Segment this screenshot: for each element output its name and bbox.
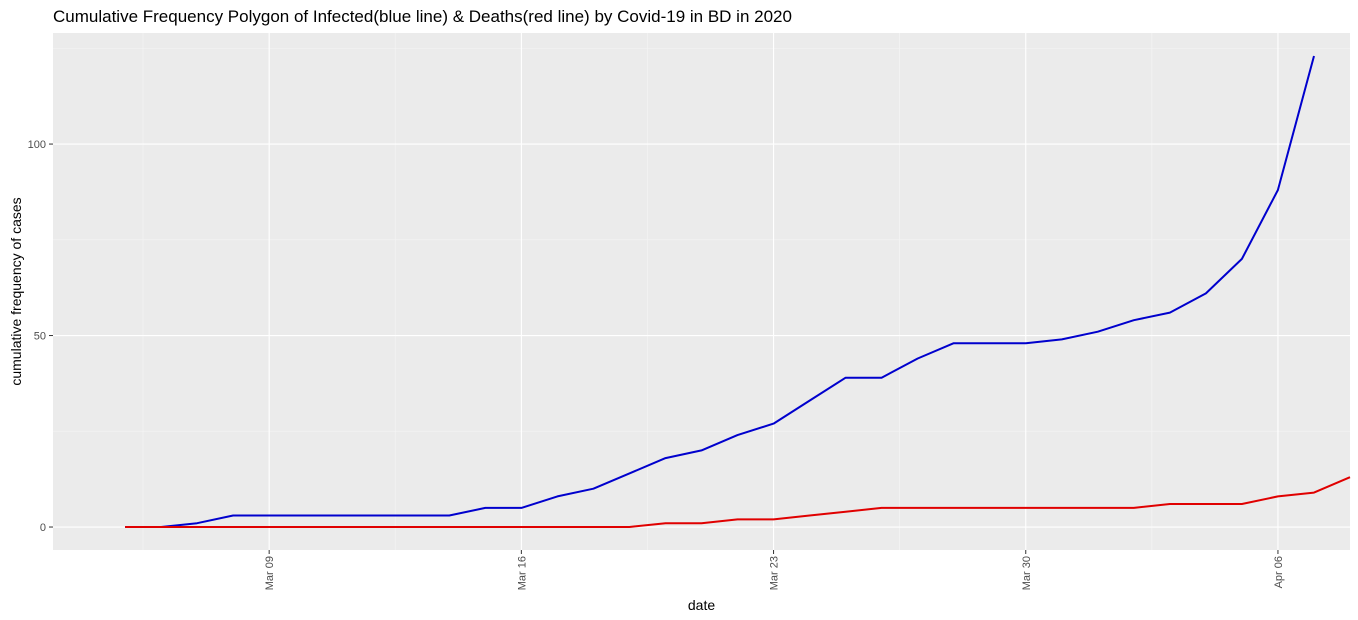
plot-panel: [53, 33, 1350, 550]
y-axis: 0 50 100: [28, 139, 53, 534]
y-tick-label: 0: [40, 522, 46, 534]
y-tick-label: 100: [28, 139, 46, 151]
x-tick-label: Mar 16: [516, 556, 528, 590]
x-tick-label: Mar 23: [769, 556, 781, 590]
x-tick-label: Mar 09: [264, 556, 276, 590]
chart-title: Cumulative Frequency Polygon of Infected…: [53, 7, 792, 26]
infected-series-line: [125, 55, 1315, 528]
x-axis: Mar 09 Mar 16 Mar 23 Mar 30 Apr 06: [264, 550, 1285, 590]
series-lines: [125, 55, 1351, 528]
x-tick-label: Apr 06: [1273, 556, 1285, 588]
major-gridlines: [53, 33, 1350, 550]
y-axis-title: cumulative frequency of cases: [8, 197, 24, 385]
x-tick-label: Mar 30: [1021, 556, 1033, 590]
y-tick-label: 50: [34, 331, 46, 343]
deaths-series-line: [125, 476, 1351, 528]
x-axis-title: date: [688, 597, 715, 613]
